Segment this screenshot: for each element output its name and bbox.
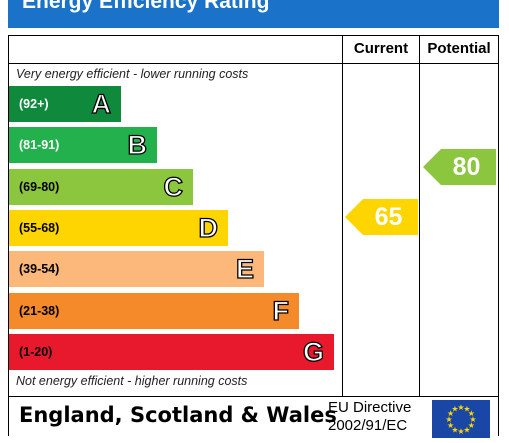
band-range: (81-91): [19, 138, 60, 153]
eu-star-icon: ★: [445, 415, 452, 424]
potential-column-header: Potential: [427, 40, 491, 57]
band-range: (69-80): [19, 179, 60, 194]
potential-column-divider: [419, 35, 420, 397]
band-letter: F: [272, 295, 290, 326]
band-d: (55-68) D: [9, 209, 228, 246]
eu-star-icon: ★: [447, 421, 454, 430]
eu-star-icon: ★: [447, 409, 454, 418]
band-letter: A: [91, 88, 112, 119]
band-range: (39-54): [19, 262, 60, 277]
current-column-divider: [342, 35, 343, 397]
eu-star-icon: ★: [457, 403, 464, 412]
top-note: Very energy efficient - lower running co…: [16, 67, 249, 81]
directive-line-2: 2002/91/EC: [328, 417, 408, 434]
eu-star-icon: ★: [469, 415, 476, 424]
current-column-header: Current: [353, 40, 409, 57]
potential-arrow-shape: [423, 149, 496, 185]
band-letter: E: [235, 254, 254, 285]
current-rating-arrow: 65: [345, 199, 418, 235]
current-arrow-shape: [345, 199, 418, 235]
band-range: (1-20): [19, 344, 53, 359]
eu-stars: ★★★★★★★★★★★★: [445, 403, 476, 436]
band-range: (92+): [19, 97, 49, 111]
footer: England, Scotland & Wales EU Directive 2…: [8, 396, 499, 438]
eu-star-icon: ★: [451, 405, 458, 414]
title-bar: Energy Efficiency Rating: [8, 0, 499, 28]
band-a: (92+) A: [9, 86, 121, 122]
band-c: (69-80) C: [9, 168, 193, 205]
band-letter: C: [163, 171, 184, 202]
band-letter: G: [302, 336, 324, 367]
page-title: Energy Efficiency Rating: [22, 0, 270, 13]
band-e: (39-54) E: [9, 251, 264, 288]
band-f: (21-38) F: [9, 292, 299, 329]
header-divider: [8, 63, 499, 64]
potential-rating-value: 80: [452, 153, 481, 181]
band-range: (21-38): [19, 303, 60, 318]
band-letter: B: [127, 130, 148, 161]
directive-line-1: EU Directive: [328, 399, 412, 416]
band-letter: D: [198, 212, 219, 243]
current-rating-value: 65: [374, 203, 403, 231]
region-label: England, Scotland & Wales: [19, 403, 337, 427]
eu-star-icon: ★: [463, 405, 470, 414]
bottom-note: Not energy efficient - higher running co…: [16, 374, 248, 388]
potential-rating-arrow: 80: [423, 149, 496, 185]
eu-star-icon: ★: [468, 409, 475, 418]
band-g: (1-20) G: [9, 333, 334, 370]
band-b: (81-91) B: [9, 127, 157, 164]
eu-flag-icon: ★ ★ ★ ★ ★ ★ ★ ★ ★ ★ ★ ★: [432, 400, 490, 438]
eu-star-icon: ★: [468, 421, 475, 430]
band-range: (55-68): [19, 220, 60, 235]
